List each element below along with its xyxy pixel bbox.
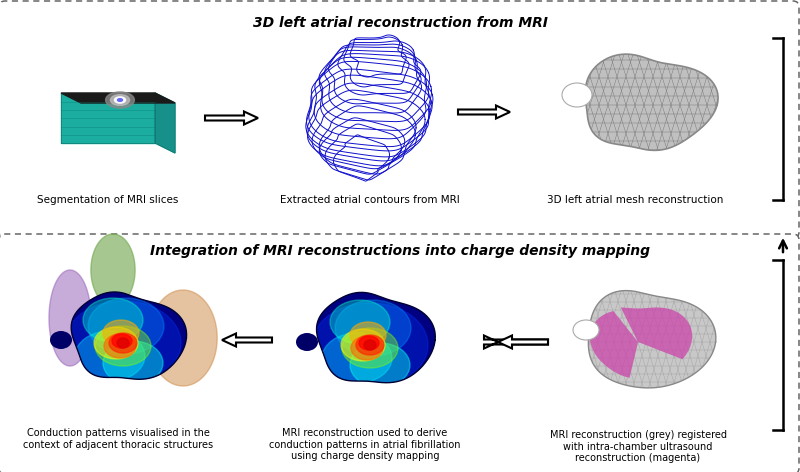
Ellipse shape bbox=[322, 333, 392, 383]
Ellipse shape bbox=[103, 341, 163, 385]
Polygon shape bbox=[317, 292, 435, 383]
Text: Extracted atrial contours from MRI: Extracted atrial contours from MRI bbox=[280, 195, 460, 205]
Text: 3D left atrial mesh reconstruction: 3D left atrial mesh reconstruction bbox=[547, 195, 723, 205]
Polygon shape bbox=[498, 336, 548, 348]
Polygon shape bbox=[91, 234, 135, 306]
Text: Segmentation of MRI slices: Segmentation of MRI slices bbox=[38, 195, 178, 205]
Polygon shape bbox=[149, 290, 218, 386]
Polygon shape bbox=[61, 93, 175, 103]
Ellipse shape bbox=[350, 343, 410, 387]
Ellipse shape bbox=[350, 322, 386, 348]
Ellipse shape bbox=[342, 328, 398, 368]
Ellipse shape bbox=[114, 97, 126, 103]
Ellipse shape bbox=[94, 327, 138, 359]
Ellipse shape bbox=[296, 333, 318, 351]
Polygon shape bbox=[71, 292, 186, 379]
Ellipse shape bbox=[573, 320, 599, 340]
Ellipse shape bbox=[50, 331, 72, 349]
Ellipse shape bbox=[118, 99, 122, 101]
Ellipse shape bbox=[341, 329, 385, 361]
Text: 3D left atrial reconstruction from MRI: 3D left atrial reconstruction from MRI bbox=[253, 16, 547, 30]
Ellipse shape bbox=[330, 300, 390, 344]
Polygon shape bbox=[588, 291, 716, 388]
Polygon shape bbox=[61, 93, 155, 143]
Ellipse shape bbox=[312, 303, 428, 387]
FancyBboxPatch shape bbox=[0, 1, 799, 238]
Ellipse shape bbox=[95, 326, 151, 366]
Polygon shape bbox=[484, 336, 548, 348]
Polygon shape bbox=[155, 93, 175, 153]
Ellipse shape bbox=[117, 338, 129, 348]
Ellipse shape bbox=[351, 336, 383, 360]
Polygon shape bbox=[222, 334, 272, 346]
Polygon shape bbox=[205, 111, 258, 125]
Text: MRI reconstruction (grey) registered
with intra-chamber ultrasound
reconstructio: MRI reconstruction (grey) registered wit… bbox=[550, 430, 726, 463]
Polygon shape bbox=[586, 54, 718, 151]
Text: MRI reconstruction used to derive
conduction patterns in atrial fibrillation
usi: MRI reconstruction used to derive conduc… bbox=[270, 428, 461, 461]
Ellipse shape bbox=[112, 334, 132, 348]
Ellipse shape bbox=[103, 320, 139, 346]
Ellipse shape bbox=[109, 333, 137, 353]
Ellipse shape bbox=[106, 92, 134, 108]
Polygon shape bbox=[49, 270, 91, 366]
Ellipse shape bbox=[88, 298, 164, 354]
Polygon shape bbox=[621, 307, 692, 359]
Ellipse shape bbox=[65, 301, 181, 385]
Polygon shape bbox=[590, 311, 638, 378]
Ellipse shape bbox=[83, 298, 143, 342]
Ellipse shape bbox=[364, 340, 376, 350]
Polygon shape bbox=[458, 106, 510, 118]
Ellipse shape bbox=[359, 336, 379, 350]
Ellipse shape bbox=[562, 83, 592, 107]
Text: Conduction patterns visualised in the
context of adjacent thoracic structures: Conduction patterns visualised in the co… bbox=[23, 428, 213, 450]
Text: Integration of MRI reconstructions into charge density mapping: Integration of MRI reconstructions into … bbox=[150, 244, 650, 258]
Ellipse shape bbox=[356, 335, 384, 355]
Ellipse shape bbox=[110, 94, 130, 105]
Ellipse shape bbox=[104, 334, 136, 358]
FancyBboxPatch shape bbox=[0, 234, 799, 472]
Ellipse shape bbox=[75, 331, 145, 381]
Ellipse shape bbox=[335, 300, 411, 356]
